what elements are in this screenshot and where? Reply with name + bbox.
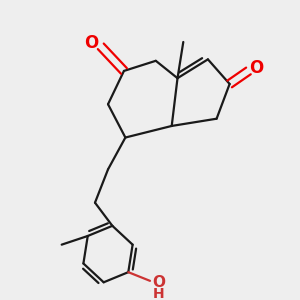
Text: O: O — [84, 34, 99, 52]
Text: O: O — [249, 59, 264, 77]
Text: O: O — [152, 275, 165, 290]
Text: H: H — [153, 287, 164, 300]
